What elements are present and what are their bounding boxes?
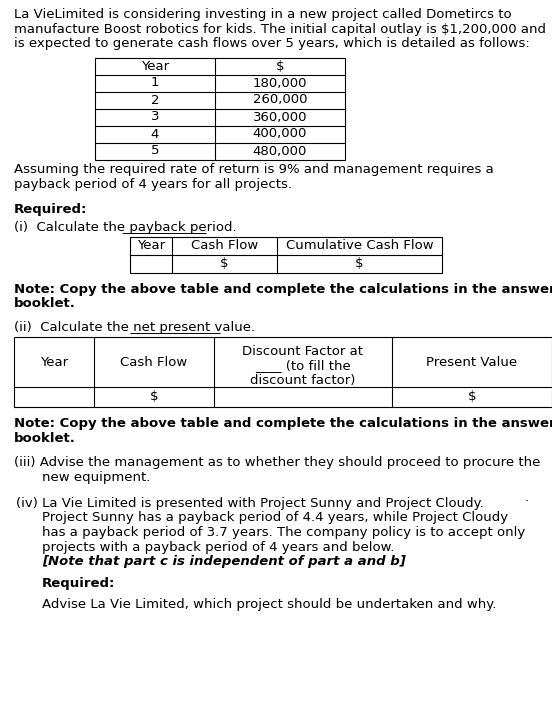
- Text: Cash Flow: Cash Flow: [191, 239, 258, 252]
- Text: $: $: [276, 60, 284, 73]
- Text: booklet.: booklet.: [14, 297, 76, 310]
- Text: Required:: Required:: [42, 577, 115, 591]
- Text: Present Value: Present Value: [427, 356, 518, 368]
- Bar: [14, 337, 552, 407]
- Text: Discount Factor at: Discount Factor at: [242, 345, 364, 358]
- Text: ____ (to fill the: ____ (to fill the: [255, 360, 351, 372]
- Text: 260,000: 260,000: [253, 94, 307, 106]
- Text: new equipment.: new equipment.: [42, 470, 150, 484]
- Text: La VieLimited is considering investing in a new project called Dometircs to: La VieLimited is considering investing i…: [14, 8, 512, 21]
- Text: $: $: [150, 391, 158, 403]
- Text: manufacture Boost robotics for kids. The initial capital outlay is $1,200,000 an: manufacture Boost robotics for kids. The…: [14, 23, 546, 35]
- Text: 5: 5: [151, 144, 159, 158]
- Text: 180,000: 180,000: [253, 77, 307, 89]
- Text: Year: Year: [40, 356, 68, 368]
- Text: Cash Flow: Cash Flow: [120, 356, 188, 368]
- Text: 1: 1: [151, 77, 159, 89]
- Text: Note: Copy the above table and complete the calculations in the answer: Note: Copy the above table and complete …: [14, 282, 552, 296]
- Text: .: .: [525, 491, 529, 504]
- Text: $: $: [355, 257, 364, 270]
- Text: projects with a payback period of 4 years and below.: projects with a payback period of 4 year…: [42, 541, 394, 553]
- Text: [Note that part c is independent of part a and b]: [Note that part c is independent of part…: [42, 555, 406, 568]
- Bar: [95, 58, 345, 160]
- Text: booklet.: booklet.: [14, 432, 76, 444]
- Text: payback period of 4 years for all projects.: payback period of 4 years for all projec…: [14, 178, 292, 191]
- Text: 400,000: 400,000: [253, 127, 307, 141]
- Text: (iii) Advise the management as to whether they should proceed to procure the: (iii) Advise the management as to whethe…: [14, 456, 540, 469]
- Text: discount factor): discount factor): [250, 374, 355, 387]
- Text: Cumulative Cash Flow: Cumulative Cash Flow: [286, 239, 433, 252]
- Text: 360,000: 360,000: [253, 111, 307, 123]
- Text: is expected to generate cash flows over 5 years, which is detailed as follows:: is expected to generate cash flows over …: [14, 37, 530, 50]
- Text: 4: 4: [151, 127, 159, 141]
- Text: $: $: [468, 391, 476, 403]
- Text: 480,000: 480,000: [253, 144, 307, 158]
- Text: has a payback period of 3.7 years. The company policy is to accept only: has a payback period of 3.7 years. The c…: [42, 526, 526, 539]
- Text: Note: Copy the above table and complete the calculations in the answer: Note: Copy the above table and complete …: [14, 417, 552, 430]
- Text: Year: Year: [137, 239, 165, 252]
- Text: Required:: Required:: [14, 203, 87, 215]
- Text: 2: 2: [151, 94, 159, 106]
- Text: 3: 3: [151, 111, 159, 123]
- Text: Project Sunny has a payback period of 4.4 years, while Project Cloudy: Project Sunny has a payback period of 4.…: [42, 512, 508, 524]
- Text: (iv) La Vie Limited is presented with Project Sunny and Project Cloudy.: (iv) La Vie Limited is presented with Pr…: [16, 497, 484, 510]
- Text: Year: Year: [141, 60, 169, 73]
- Text: $: $: [220, 257, 229, 270]
- Text: Advise La Vie Limited, which project should be undertaken and why.: Advise La Vie Limited, which project sho…: [42, 598, 496, 611]
- Bar: [130, 237, 442, 272]
- Text: (ii)  Calculate the net present value.: (ii) Calculate the net present value.: [14, 322, 255, 334]
- Text: Assuming the required rate of return is 9% and management requires a: Assuming the required rate of return is …: [14, 163, 493, 177]
- Text: (i)  Calculate the payback period.: (i) Calculate the payback period.: [14, 221, 237, 234]
